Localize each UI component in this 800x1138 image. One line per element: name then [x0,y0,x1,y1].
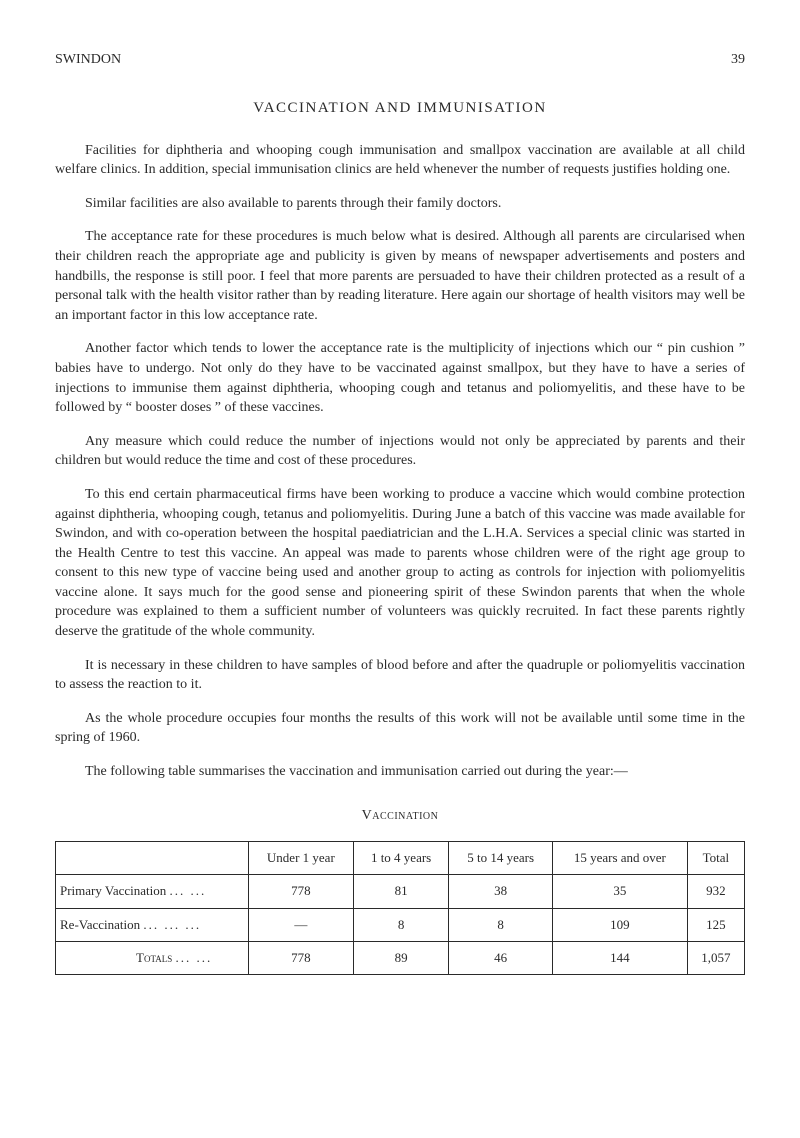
table-cell: 89 [353,941,449,974]
table-cell: 778 [248,941,353,974]
paragraph-6: To this end certain pharmaceutical firms… [55,485,745,642]
table-cell: 932 [687,875,744,908]
row-label-text: Totals [136,950,172,965]
header-page-number: 39 [731,50,745,70]
section-title: VACCINATION AND IMMUNISATION [55,98,745,119]
paragraph-1: Facilities for diphtheria and whooping c… [55,141,745,180]
table-cell: 144 [552,941,687,974]
page-header: SWINDON 39 [55,50,745,70]
table-row: Primary Vaccination ... ... 778 81 38 35… [56,875,745,908]
table-header-5to14: 5 to 14 years [449,842,553,875]
table-header-blank [56,842,249,875]
row-label-text: Re-Vaccination [60,917,140,932]
row-dots: ... ... [175,950,212,965]
table-cell: 38 [449,875,553,908]
table-cell: 778 [248,875,353,908]
table-cell: 1,057 [687,941,744,974]
row-label: Totals ... ... [56,941,249,974]
table-cell: 46 [449,941,553,974]
row-dots: ... ... ... [143,917,201,932]
table-header-under1: Under 1 year [248,842,353,875]
header-location: SWINDON [55,50,121,70]
table-header-15over: 15 years and over [552,842,687,875]
paragraph-4: Another factor which tends to lower the … [55,339,745,417]
vaccination-table: Under 1 year 1 to 4 years 5 to 14 years … [55,841,745,975]
table-header-row: Under 1 year 1 to 4 years 5 to 14 years … [56,842,745,875]
table-header-1to4: 1 to 4 years [353,842,449,875]
paragraph-7: It is necessary in these children to hav… [55,656,745,695]
table-cell: 125 [687,908,744,941]
table-header-total: Total [687,842,744,875]
table-cell: 8 [353,908,449,941]
table-row: Re-Vaccination ... ... ... — 8 8 109 125 [56,908,745,941]
paragraph-3: The acceptance rate for these procedures… [55,227,745,325]
table-cell: 81 [353,875,449,908]
table-row-totals: Totals ... ... 778 89 46 144 1,057 [56,941,745,974]
row-label: Re-Vaccination ... ... ... [56,908,249,941]
table-cell: 35 [552,875,687,908]
paragraph-5: Any measure which could reduce the numbe… [55,432,745,471]
paragraph-9: The following table summarises the vacci… [55,762,745,782]
table-cell: — [248,908,353,941]
row-label: Primary Vaccination ... ... [56,875,249,908]
paragraph-8: As the whole procedure occupies four mon… [55,709,745,748]
paragraph-2: Similar facilities are also available to… [55,194,745,214]
table-cell: 8 [449,908,553,941]
table-title: Vaccination [55,806,745,826]
row-label-text: Primary Vaccination [60,883,166,898]
row-dots: ... ... [170,883,207,898]
table-cell: 109 [552,908,687,941]
